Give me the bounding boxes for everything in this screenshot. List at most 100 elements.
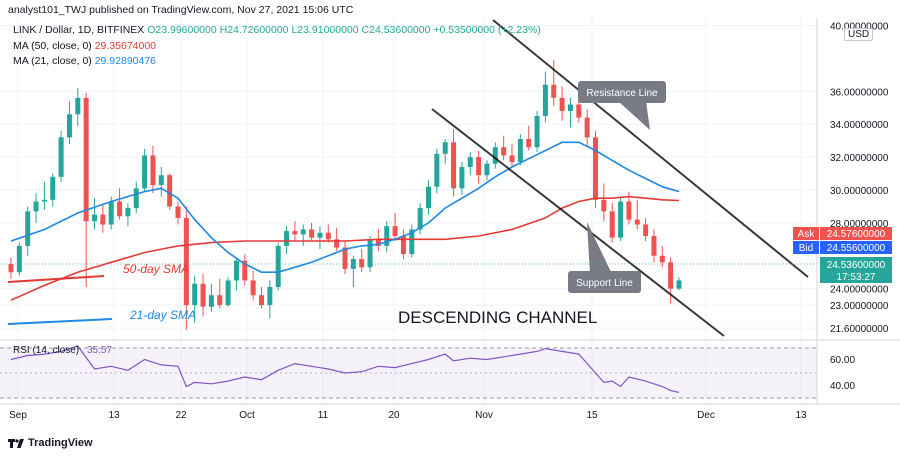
candle (142, 148, 148, 192)
candle-body (16, 245, 22, 273)
candle (618, 196, 624, 241)
candle (509, 143, 515, 167)
time-axis[interactable]: Sep 13 22 Oct 11 20 Nov 15 Dec 13 (9, 410, 807, 421)
candle (150, 145, 156, 194)
candle (492, 142, 498, 169)
ohlc-high: H24.72600000 (219, 24, 289, 36)
candle-body (593, 137, 598, 200)
candle (634, 199, 640, 230)
ma50-legend[interactable]: MA (50, close, 0) 29.35674000 (13, 40, 156, 52)
candle (542, 71, 548, 123)
candle (350, 255, 356, 288)
candle (359, 249, 365, 273)
candle-body (668, 262, 674, 289)
candle-body (426, 186, 431, 209)
candle (459, 162, 465, 195)
price-tick-label: 40.00000000 (830, 22, 889, 33)
candle (41, 181, 47, 210)
support-line[interactable] (431, 108, 725, 337)
currency-button[interactable]: USD (844, 28, 874, 41)
candle-body (83, 97, 89, 222)
candle (208, 283, 214, 312)
candle-body (659, 255, 665, 263)
candle (8, 257, 14, 279)
candle (217, 278, 223, 309)
candle-body (150, 155, 156, 186)
ma50-label: MA (50, close, 0) (13, 40, 92, 52)
support-callout[interactable]: Support Line (568, 222, 641, 293)
candle (259, 287, 264, 309)
candle-body (259, 295, 264, 306)
candle (33, 193, 39, 223)
candle-body (409, 229, 415, 255)
price-tick-label: 23.00000000 (830, 301, 889, 312)
candle-body (309, 229, 315, 238)
candle (601, 183, 607, 222)
candle-body (451, 142, 457, 189)
time-tick-label: Oct (239, 410, 255, 421)
ohlc-low: L23.91000000 (291, 24, 359, 36)
bid-tag: Bid 24.55600000 (793, 241, 892, 254)
price-axis[interactable]: 40.00000000 36.00000000 34.00000000 32.0000… (830, 22, 889, 336)
candle (517, 134, 523, 166)
time-tick-label: 15 (586, 410, 598, 421)
candle (342, 240, 348, 274)
ohlc-change: +0.53500000 (+2.23%) (433, 24, 541, 36)
candle-body (183, 217, 189, 306)
candle-body (325, 232, 331, 240)
candle-body (476, 157, 482, 176)
candle (292, 221, 298, 241)
ask-value: 24.57600000 (827, 229, 886, 240)
candle-body (200, 283, 206, 307)
candle-body (467, 157, 473, 167)
price-tick-label: 30.00000000 (830, 186, 889, 197)
candle-body (292, 231, 298, 235)
candle (651, 229, 657, 263)
candle (334, 227, 340, 251)
footer-brand[interactable]: TradingView (8, 437, 93, 449)
resistance-line[interactable] (492, 19, 809, 278)
rsi-line (10, 345, 680, 393)
ask-tag: Ask 24.57600000 (793, 227, 892, 240)
candle-body (117, 201, 123, 217)
candle (526, 125, 532, 151)
candle (409, 224, 415, 258)
ask-label: Ask (798, 229, 816, 240)
candle-body (542, 84, 548, 116)
candle-body (233, 260, 239, 281)
candle-body (66, 114, 72, 138)
ma21-legend[interactable]: MA (21, close, 0) 29.92890476 (13, 55, 156, 67)
bid-value: 24.55600000 (827, 243, 886, 254)
candle (643, 217, 649, 241)
candle-body (142, 155, 148, 189)
sma50-legend-line (7, 275, 105, 283)
candle (400, 229, 406, 260)
resistance-callout[interactable]: Resistance Line (578, 81, 666, 130)
candle-body (634, 219, 640, 225)
time-tick-label: 22 (175, 410, 187, 421)
candle (83, 92, 89, 288)
candle-body (192, 283, 198, 306)
ohlc-close: C24.53600000 (361, 24, 431, 36)
candle-body (359, 259, 365, 268)
candle-body (618, 201, 624, 238)
candle-body (375, 239, 381, 246)
footer-brand-text: TradingView (28, 437, 93, 449)
candle (58, 130, 64, 182)
candle-body (350, 259, 356, 269)
support-label: Support Line (576, 278, 633, 289)
candle-body (384, 226, 390, 246)
price-tick-label: 28.00000000 (830, 219, 889, 230)
candle-body (576, 104, 582, 118)
candle-body (58, 137, 64, 177)
candle-body (551, 84, 557, 98)
candle (284, 226, 290, 255)
sma21-legend-line (7, 318, 113, 325)
candle-body (601, 199, 607, 212)
candle-body (676, 280, 682, 289)
candle (476, 150, 482, 184)
candle-body (158, 175, 164, 186)
candle-body (509, 155, 515, 163)
candle-body (400, 236, 406, 255)
